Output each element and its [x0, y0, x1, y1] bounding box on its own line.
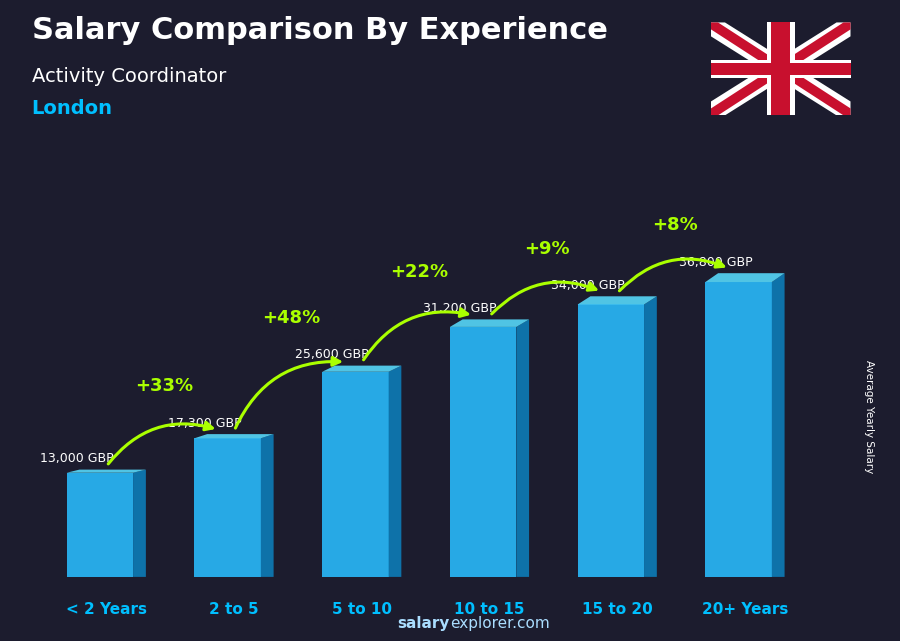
Text: London: London [32, 99, 112, 119]
Text: 13,000 GBP: 13,000 GBP [40, 453, 113, 465]
Polygon shape [578, 304, 644, 577]
Polygon shape [517, 319, 529, 577]
Polygon shape [771, 22, 790, 115]
Text: +8%: +8% [652, 217, 698, 235]
Text: salary: salary [398, 617, 450, 631]
Polygon shape [711, 22, 850, 115]
Polygon shape [450, 327, 517, 577]
Text: Average Yearly Salary: Average Yearly Salary [863, 360, 874, 473]
Polygon shape [711, 63, 850, 75]
Polygon shape [194, 438, 261, 577]
Polygon shape [644, 296, 657, 577]
Text: 5 to 10: 5 to 10 [332, 601, 392, 617]
Polygon shape [706, 273, 785, 282]
Text: 10 to 15: 10 to 15 [454, 601, 525, 617]
Text: +9%: +9% [524, 240, 570, 258]
Text: 15 to 20: 15 to 20 [582, 601, 652, 617]
Polygon shape [706, 282, 772, 577]
Text: 36,800 GBP: 36,800 GBP [679, 256, 752, 269]
Text: 25,600 GBP: 25,600 GBP [295, 349, 369, 362]
Polygon shape [133, 470, 146, 577]
Text: +48%: +48% [263, 309, 320, 327]
FancyArrowPatch shape [108, 422, 212, 464]
Text: 20+ Years: 20+ Years [702, 601, 788, 617]
Text: +22%: +22% [391, 263, 448, 281]
Polygon shape [67, 470, 146, 473]
Text: Activity Coordinator: Activity Coordinator [32, 67, 226, 87]
Polygon shape [322, 372, 389, 577]
Text: +33%: +33% [135, 378, 193, 395]
Text: 2 to 5: 2 to 5 [209, 601, 259, 617]
Polygon shape [767, 22, 795, 115]
Polygon shape [711, 22, 850, 115]
Polygon shape [389, 365, 401, 577]
Polygon shape [194, 434, 274, 438]
Polygon shape [322, 365, 401, 372]
FancyArrowPatch shape [619, 259, 724, 291]
Text: < 2 Years: < 2 Years [66, 601, 147, 617]
Text: Salary Comparison By Experience: Salary Comparison By Experience [32, 16, 608, 45]
Polygon shape [711, 22, 850, 115]
FancyArrowPatch shape [364, 309, 468, 360]
Text: 34,000 GBP: 34,000 GBP [551, 279, 625, 292]
Polygon shape [67, 473, 133, 577]
Polygon shape [261, 434, 274, 577]
Text: 17,300 GBP: 17,300 GBP [167, 417, 241, 430]
Polygon shape [578, 296, 657, 304]
Polygon shape [772, 273, 785, 577]
Polygon shape [711, 60, 850, 78]
FancyArrowPatch shape [491, 282, 596, 314]
FancyArrowPatch shape [236, 358, 339, 428]
Text: explorer.com: explorer.com [450, 617, 550, 631]
Polygon shape [711, 22, 850, 115]
Text: 31,200 GBP: 31,200 GBP [423, 302, 497, 315]
Polygon shape [450, 319, 529, 327]
